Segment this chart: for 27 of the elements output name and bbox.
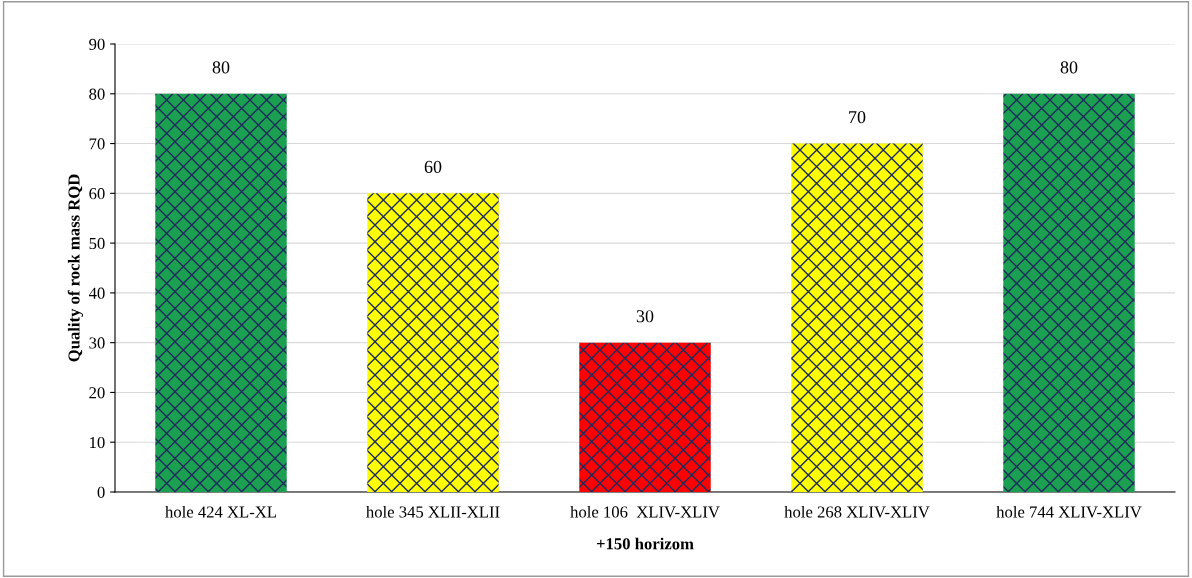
- x-tick-label: hole 744 XLIV-XLIV: [996, 505, 1142, 518]
- y-tick-label: 90: [89, 38, 105, 50]
- y-tick-label: 40: [88, 287, 105, 299]
- data-label: 70: [849, 111, 866, 124]
- bar: [367, 193, 499, 492]
- data-label: 80: [1060, 61, 1078, 74]
- x-tick-label: hole 106 XLIV-XLIV: [570, 505, 720, 518]
- x-tick-label: hole 424 XL-XL: [165, 505, 277, 518]
- y-tick-label: 20: [89, 387, 105, 399]
- y-axis-title: Quality of rock mass RQD: [67, 174, 84, 362]
- bar: [791, 143, 923, 492]
- bar: [155, 93, 287, 492]
- bar: [579, 342, 711, 492]
- x-tick-label: hole 268 XLIV-XLIV: [784, 505, 930, 518]
- data-label: 60: [424, 160, 442, 173]
- data-label: 30: [636, 310, 654, 323]
- y-tick-label: 80: [89, 88, 105, 100]
- y-tick-label: 0: [97, 486, 105, 498]
- y-tick-label: 50: [89, 237, 105, 250]
- y-tick-label: 60: [89, 188, 105, 200]
- y-tick-label: 30: [89, 337, 105, 349]
- x-tick-label: hole 345 XLII-XLII: [366, 505, 500, 518]
- y-tick-label: 10: [90, 436, 105, 449]
- y-tick-label: 70: [89, 138, 105, 150]
- data-label: 80: [212, 61, 230, 74]
- x-axis-title: +150 horizom: [596, 537, 694, 550]
- bar: [1003, 93, 1135, 492]
